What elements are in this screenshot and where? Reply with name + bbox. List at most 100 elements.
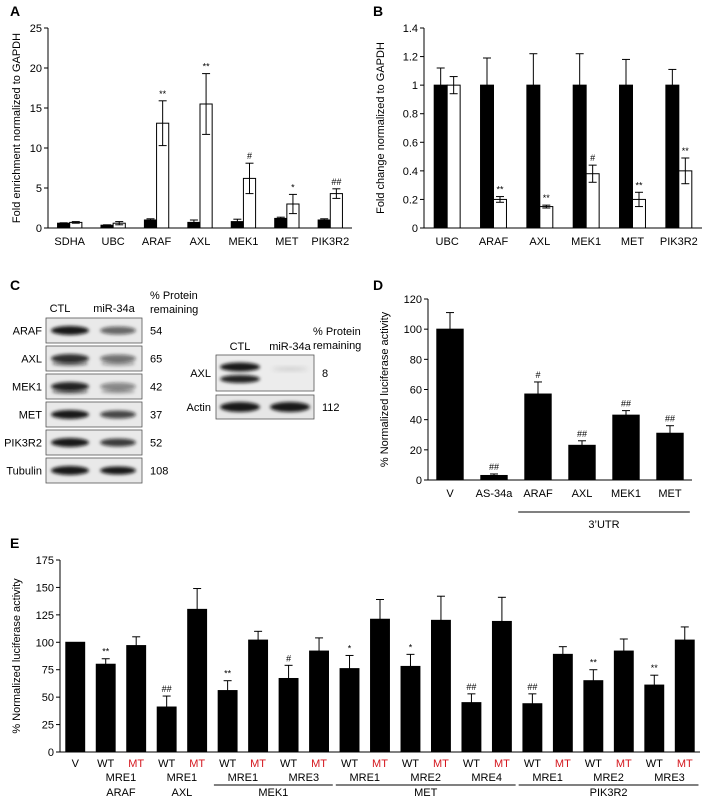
wildtype-label: WT bbox=[524, 758, 541, 770]
y-tick-label: 1.4 bbox=[403, 23, 418, 35]
bar bbox=[248, 639, 269, 753]
significance-mark: ## bbox=[527, 682, 537, 692]
bar bbox=[674, 639, 695, 753]
wildtype-label: WT bbox=[341, 758, 358, 770]
x-tick-label: MET bbox=[275, 236, 299, 248]
x-tick-label: ARAF bbox=[142, 236, 172, 248]
wildtype-label: WT bbox=[219, 758, 236, 770]
significance-mark: ** bbox=[102, 647, 110, 657]
x-tick-label: MEK1 bbox=[611, 488, 641, 500]
chart-a: 0 5 10 15 20 25 Fold enrichment normalized to … bbox=[11, 23, 352, 248]
bar bbox=[552, 653, 573, 753]
panel-letter-a: A bbox=[10, 3, 20, 19]
protein-band bbox=[100, 438, 136, 447]
bar bbox=[446, 84, 461, 229]
significance-mark: ** bbox=[635, 180, 643, 190]
mre-label: MRE2 bbox=[593, 772, 624, 784]
significance-mark: ** bbox=[651, 663, 659, 673]
wildtype-label: WT bbox=[646, 758, 663, 770]
significance-mark: ## bbox=[466, 682, 476, 692]
significance-mark: * bbox=[291, 182, 295, 192]
mre-label: MRE3 bbox=[654, 772, 685, 784]
blot-row-value: 52 bbox=[150, 438, 162, 450]
y-tick-label: 0.2 bbox=[403, 194, 418, 206]
y-tick-label: 0 bbox=[36, 223, 42, 235]
blot-row-label: PIK3R2 bbox=[4, 438, 42, 450]
y-tick-label: 40 bbox=[410, 415, 422, 427]
protein-band bbox=[52, 389, 88, 394]
y-axis-title: % Normalized luciferase activity bbox=[11, 578, 23, 734]
blot-row-value: 42 bbox=[150, 382, 162, 394]
y-tick-label: 50 bbox=[42, 692, 54, 704]
blot-row-label: AXL bbox=[21, 354, 42, 366]
x-tick-label: ARAF bbox=[479, 236, 509, 248]
protein-band bbox=[220, 402, 260, 412]
mre-label: MRE1 bbox=[106, 772, 137, 784]
significance-mark: ** bbox=[682, 146, 690, 156]
protein-band bbox=[51, 410, 89, 419]
bar bbox=[612, 414, 640, 481]
x-tick-label: AS-34a bbox=[476, 488, 514, 500]
western-blot-right: CTL miR-34a % Protein remaining AXL 8 Acti… bbox=[187, 326, 361, 420]
x-tick-label: V bbox=[446, 488, 454, 500]
x-tick-label: AXL bbox=[529, 236, 550, 248]
x-tick-label: PIK3R2 bbox=[660, 236, 698, 248]
significance-mark: # bbox=[286, 653, 291, 663]
gene-label: AXL bbox=[172, 787, 193, 799]
significance-mark: ** bbox=[159, 89, 167, 99]
bar bbox=[433, 84, 448, 229]
wildtype-label: WT bbox=[402, 758, 419, 770]
western-blot-left: CTL miR-34a % Protein remaining ARAF 54 AX… bbox=[4, 290, 198, 484]
y-tick-label: 0 bbox=[416, 475, 422, 487]
significance-mark: ** bbox=[496, 185, 504, 195]
blot-row-value: 108 bbox=[150, 466, 168, 478]
protein-band bbox=[270, 402, 310, 412]
y-tick-label: 100 bbox=[36, 637, 54, 649]
y-tick-label: 120 bbox=[404, 294, 422, 306]
y-axis-title: Fold enrichment normalized to GAPDH bbox=[11, 33, 23, 223]
mutant-label: MT bbox=[433, 758, 449, 770]
panel-letter-d: D bbox=[373, 277, 383, 293]
y-tick-label: 80 bbox=[410, 354, 422, 366]
bar bbox=[665, 84, 680, 229]
protein-band bbox=[220, 362, 260, 372]
y-tick-label: 20 bbox=[30, 63, 42, 75]
group-label: 3’UTR bbox=[588, 519, 619, 531]
x-tick-label: MET bbox=[621, 236, 645, 248]
mre-label: MRE1 bbox=[167, 772, 198, 784]
mutant-label: MT bbox=[616, 758, 632, 770]
significance-mark: ** bbox=[590, 658, 598, 668]
protein-band bbox=[51, 466, 89, 475]
x-tick-label: PIK3R2 bbox=[311, 236, 349, 248]
blot-row-value: 65 bbox=[150, 354, 162, 366]
bar bbox=[187, 608, 208, 753]
gene-label: PIK3R2 bbox=[590, 787, 628, 799]
x-tick-label: UBC bbox=[102, 236, 125, 248]
protein-band bbox=[101, 361, 135, 366]
blot-row-label: Actin bbox=[187, 402, 211, 414]
gene-label: ARAF bbox=[106, 787, 136, 799]
wildtype-label: WT bbox=[463, 758, 480, 770]
blot-row-label: AXL bbox=[190, 368, 211, 380]
bar bbox=[436, 328, 464, 481]
x-tick-label: ARAF bbox=[523, 488, 553, 500]
y-tick-label: 0 bbox=[48, 747, 54, 759]
blot-row-label: ARAF bbox=[13, 326, 43, 338]
chart-d: 0 20 40 60 80 100 120 % Normalized luciferase a… bbox=[379, 294, 692, 531]
y-tick-label: 10 bbox=[30, 143, 42, 155]
blot-right-col-ctl: CTL bbox=[230, 341, 251, 353]
y-axis-title: % Normalized luciferase activity bbox=[379, 311, 391, 467]
x-tick-label: SDHA bbox=[54, 236, 85, 248]
protein-band bbox=[51, 382, 89, 391]
significance-mark: * bbox=[409, 642, 413, 652]
y-tick-label: 1.2 bbox=[403, 52, 418, 64]
significance-mark: # bbox=[535, 370, 540, 380]
y-tick-label: 125 bbox=[36, 610, 54, 622]
blot-row-value: 37 bbox=[150, 410, 162, 422]
x-tick-label: MEK1 bbox=[571, 236, 601, 248]
protein-band bbox=[51, 438, 89, 447]
mutant-label: MT bbox=[128, 758, 144, 770]
x-tick-label: AXL bbox=[190, 236, 211, 248]
protein-band bbox=[100, 466, 136, 475]
